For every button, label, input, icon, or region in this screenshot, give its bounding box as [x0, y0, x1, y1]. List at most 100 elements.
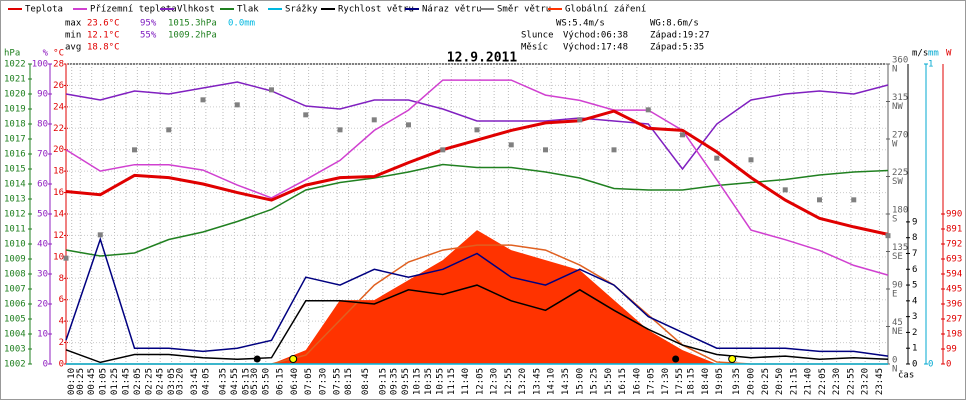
x-tick-label: 13:45 [532, 368, 542, 395]
x-tick-label: 02:05 [133, 368, 143, 395]
x-tick-label: 22:55 [846, 368, 856, 395]
dot [885, 233, 891, 239]
x-tick-label: 07:55 [333, 368, 343, 395]
y-tick-label: 1015 [4, 165, 26, 175]
y-tick-label: 8 [59, 274, 64, 284]
dot [782, 187, 788, 193]
stat-value: 1009.2hPa [168, 31, 217, 41]
x-tick-label: 03:20 [176, 368, 186, 395]
line [65, 284, 889, 364]
x-tick-label: 09:15 [378, 368, 388, 395]
y-tick-label: 3 [912, 312, 917, 322]
line [65, 163, 889, 257]
dot [440, 147, 446, 153]
y-tick-label: 90 [37, 90, 48, 100]
y-tick-label: 18 [53, 167, 64, 177]
y-tick-label: 1005 [4, 315, 26, 325]
stat-value: Východ:06:38 [563, 31, 628, 41]
x-tick-label: 05:30 [250, 368, 260, 395]
y-tick-label: 0 [43, 360, 48, 370]
stat-label: Měsíc [521, 43, 548, 53]
dot [234, 102, 240, 108]
y-tick-label: 990 [946, 210, 962, 220]
x-tick-label: 14:10 [547, 368, 557, 395]
y-tick-label: 225 [892, 168, 908, 178]
x-tick-label: 12:05 [475, 368, 485, 395]
x-tick-label: 20:25 [761, 368, 771, 395]
line [65, 109, 889, 236]
x-tick-label: 02:25 [144, 368, 154, 395]
x-tick-label: 23:45 [875, 368, 885, 395]
x-tick-label: 15:00 [575, 368, 585, 395]
x-tick-label: 20:00 [747, 368, 757, 395]
stat-label: Slunce [521, 31, 554, 41]
y-tick-label: 10 [53, 252, 64, 262]
y-tick-label: E [892, 290, 897, 300]
y-tick-label: 1010 [4, 240, 26, 250]
dot [474, 127, 480, 133]
axis-title: m/s [912, 49, 928, 59]
dot [680, 132, 685, 138]
legend-label: Směr větru [497, 5, 551, 15]
y-tick-label: 1006 [4, 300, 26, 310]
y-tick-label: 0 [946, 360, 951, 370]
x-tick-label: 11:15 [447, 368, 457, 395]
y-tick-label: 792 [946, 240, 962, 250]
dot [166, 127, 172, 133]
y-tick-label: 1009 [4, 255, 26, 265]
x-tick-label: 09:35 [390, 368, 400, 395]
dot [303, 112, 309, 118]
x-tick-label: 04:35 [218, 368, 228, 395]
x-tick-label: 19:05 [715, 368, 725, 395]
y-tick-label: 4 [912, 296, 917, 306]
stat-value: 12.1°C [87, 31, 120, 41]
x-tick-label: 22:30 [832, 368, 842, 395]
dot [371, 117, 377, 123]
x-tick-label: 22:05 [818, 368, 828, 395]
x-tick-label: 09:55 [401, 368, 411, 395]
dot [97, 232, 103, 238]
line [65, 81, 889, 171]
dot [611, 147, 617, 153]
x-tick-label: 17:55 [675, 368, 685, 395]
axis-title: hPa [4, 49, 20, 59]
y-tick-label: 28 [53, 60, 64, 70]
y-tick-label: N [892, 65, 897, 75]
y-tick-label: 16 [53, 188, 64, 198]
y-tick-label: 50 [37, 210, 48, 220]
y-tick-label: 1021 [4, 75, 26, 85]
y-tick-label: 40 [37, 240, 48, 250]
stat-value: 0.0mm [228, 19, 255, 29]
dot [508, 142, 514, 148]
x-tick-label: 08:15 [344, 368, 354, 395]
dot [817, 197, 822, 203]
y-tick-label: 8 [912, 233, 917, 243]
y-tick-label: 1012 [4, 210, 26, 220]
dot [200, 97, 206, 103]
dot [337, 127, 343, 133]
dot [714, 155, 720, 161]
stat-value: 23.6°C [87, 19, 120, 29]
y-tick-label: S [892, 215, 897, 225]
y-tick-label: 1004 [4, 330, 26, 340]
dot [406, 122, 411, 128]
dot [269, 87, 274, 93]
line [65, 79, 889, 276]
x-tick-label: 13:20 [518, 368, 528, 395]
y-tick-label: N [892, 365, 897, 375]
x-tick-label: 05:50 [261, 368, 271, 395]
x-tick-label: 10:15 [413, 368, 423, 395]
chart-title: 12.9.2011 [447, 51, 518, 66]
y-tick-label: 198 [946, 330, 962, 340]
y-tick-label: 1008 [4, 270, 26, 280]
y-tick-label: 10 [37, 330, 48, 340]
x-tick-label: 06:40 [290, 368, 300, 395]
x-tick-label: 07:05 [304, 368, 314, 395]
x-tick-label: 01:45 [121, 368, 131, 395]
stat-value: Západ:5:35 [650, 43, 704, 53]
y-tick-label: 14 [53, 210, 64, 220]
stat-label: max [65, 19, 82, 29]
y-tick-label: 99 [946, 345, 957, 355]
y-tick-label: 1 [928, 60, 933, 70]
y-tick-label: 0 [892, 356, 897, 366]
